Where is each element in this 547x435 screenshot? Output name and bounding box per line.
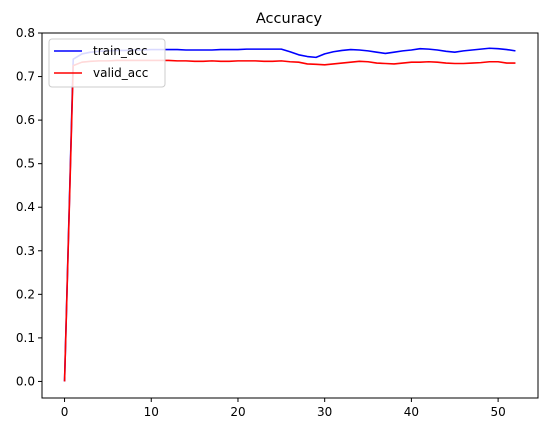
y-tick-label: 0.3 xyxy=(16,244,35,258)
y-tick-label: 0.4 xyxy=(16,200,35,214)
y-tick-label: 0.0 xyxy=(16,374,35,388)
y-tick-label: 0.8 xyxy=(16,26,35,40)
chart-title: Accuracy xyxy=(256,11,323,27)
y-tick-label: 0.6 xyxy=(16,113,35,127)
x-axis: 0 10 20 30 40 50 xyxy=(61,398,506,419)
legend-label: valid_acc xyxy=(93,66,148,80)
y-tick-label: 0.2 xyxy=(16,287,35,301)
x-tick-label: 10 xyxy=(144,405,159,419)
x-tick-label: 30 xyxy=(317,405,332,419)
y-axis: 0.0 0.1 0.2 0.3 0.4 0.5 0.6 0.7 0.8 xyxy=(16,26,42,388)
y-tick-label: 0.5 xyxy=(16,157,35,171)
x-tick-label: 0 xyxy=(61,405,69,419)
x-tick-label: 50 xyxy=(490,405,505,419)
x-tick-label: 20 xyxy=(230,405,245,419)
legend: train_acc valid_acc xyxy=(48,38,166,88)
series-line-valid-acc xyxy=(63,59,516,382)
series-line-train-acc xyxy=(63,47,516,382)
x-tick-label: 40 xyxy=(404,405,419,419)
y-tick-label: 0.7 xyxy=(16,70,35,84)
y-tick-label: 0.1 xyxy=(16,331,35,345)
legend-label: train_acc xyxy=(93,44,147,58)
plot-area-frame xyxy=(41,32,539,399)
series-lines xyxy=(63,47,516,382)
